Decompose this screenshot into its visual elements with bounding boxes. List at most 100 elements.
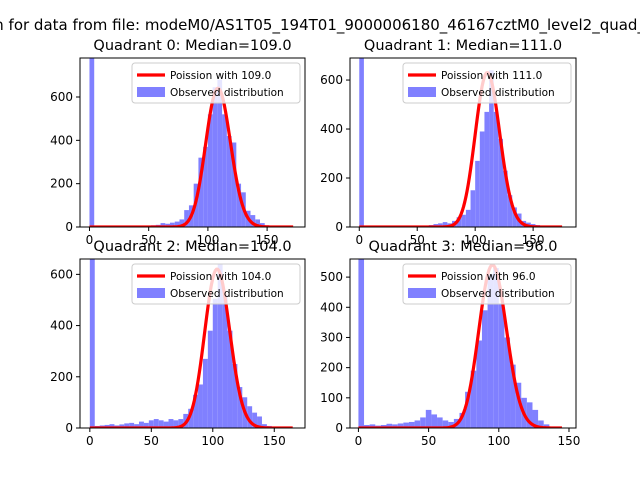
axes-frame [349,258,577,429]
histogram-bar [179,219,185,227]
histogram-bar [470,370,477,428]
histogram-bar [168,419,174,428]
histogram-bar [109,424,115,428]
plot-area [89,58,294,227]
histogram-bar [489,70,494,227]
legend-label-poisson: Poission with 109.0 [170,70,271,82]
legend-patch-swatch [137,288,165,298]
histogram-bar [198,384,203,428]
histogram-bar [222,114,227,227]
histogram-bar [148,420,154,428]
histogram-bar [217,79,223,227]
histogram-bar [498,304,505,428]
histogram-bar [158,420,164,428]
histogram-bar-overflow [89,58,95,227]
histogram-bar [119,424,125,428]
histogram-bar [193,394,199,428]
histogram-bar [129,422,135,428]
histogram-bar [442,420,449,428]
histogram-bar [425,409,432,428]
histogram-bar [438,223,443,227]
x-tick-label: 100 [196,233,219,247]
legend-patch-swatch [408,288,436,298]
histogram-bar [174,221,180,227]
histogram-bar [442,222,448,227]
legend-label-observed: Observed distribution [170,87,284,99]
plot-area [89,259,294,428]
legend: Poission with 96.0 Observed distribution [402,263,572,305]
legend-box [131,62,301,104]
histogram-bar [507,195,513,227]
histogram-bar [512,207,517,227]
axes-frame [79,258,306,429]
histogram-bar [160,223,166,227]
histogram-bar [222,294,228,428]
x-tick-label: 150 [522,233,545,247]
poisson-curve [358,71,563,227]
histogram-bar [470,190,476,227]
y-tick-label: 200 [320,361,343,375]
y-tick-label: 200 [50,370,73,384]
quadrant-title: Quadrant 2: Median=104.0 [93,239,291,255]
quadrant-3-panel: 0 50 100 150 0 100 200 300 400 500 Quadrant 3: Med… [320,239,580,448]
legend: Poission with 111.0 Observed distribution [402,62,572,104]
histogram-bar [510,364,516,428]
quadrant-1-panel: 0 50 100 150 0 200 400 600 Quadrant 1: Median=11… [320,38,577,247]
y-tick-label: 300 [320,330,343,344]
legend-label-poisson: Poission with 104.0 [170,271,271,283]
x-tick-label: 50 [421,434,436,448]
histogram-bar [431,414,438,428]
histogram-bar [153,419,159,428]
axes-frame [79,57,306,228]
histogram-bar [504,337,511,428]
x-tick-label: 100 [201,434,224,448]
poisson-curve [89,267,294,428]
histogram-bar [461,214,466,227]
plot-area [358,58,563,227]
y-tick-label: 100 [320,391,343,405]
y-tick-label: 0 [65,220,73,234]
quadrant-title: Quadrant 3: Median=96.0 [369,239,558,255]
histogram-bar-overflow [359,58,364,227]
histogram-bar-overflow [89,259,95,428]
histogram-bar [475,160,480,227]
histogram-bar [252,412,258,428]
histogram-bar [392,424,398,428]
histogram-bar [207,330,213,428]
legend-label-poisson: Poission with 96.0 [441,271,536,283]
histogram-bar [188,408,194,428]
quadrant-title: Quadrant 1: Median=111.0 [364,38,562,54]
legend-patch-swatch [137,87,165,97]
histogram-bar [465,391,471,428]
y-tick-label: 200 [320,171,343,185]
histogram-bar [465,209,471,227]
y-tick-label: 600 [50,90,73,104]
histogram-bar [232,363,238,428]
histogram-bar [481,310,488,428]
quadrant-title: Quadrant 0: Median=109.0 [93,38,291,54]
histogram-bar [414,420,421,428]
x-tick-label: 100 [487,434,510,448]
figure-suptitle: Histogram for data from file: modeM0/AS1… [0,16,640,35]
x-tick-label: 0 [355,233,363,247]
histogram-bar [437,417,443,428]
histogram-bar [420,417,426,428]
histogram-bar [165,223,170,227]
y-tick-label: 400 [50,319,73,333]
x-tick-label: 50 [410,233,425,247]
histogram-bar [198,157,204,227]
histogram-bar [231,142,237,227]
y-tick-label: 600 [320,73,343,87]
histogram-bar [543,424,550,428]
histogram-bar [255,219,260,227]
x-tick-label: 0 [355,434,363,448]
histogram-bar [139,421,144,428]
y-tick-label: 400 [320,122,343,136]
x-tick-label: 50 [144,434,159,448]
legend-label-observed: Observed distribution [170,288,284,300]
histogram-bar [479,131,485,227]
histogram-bar [247,406,253,428]
histogram-bar [170,222,175,227]
y-tick-label: 400 [320,300,343,314]
histogram-bar [369,424,376,428]
